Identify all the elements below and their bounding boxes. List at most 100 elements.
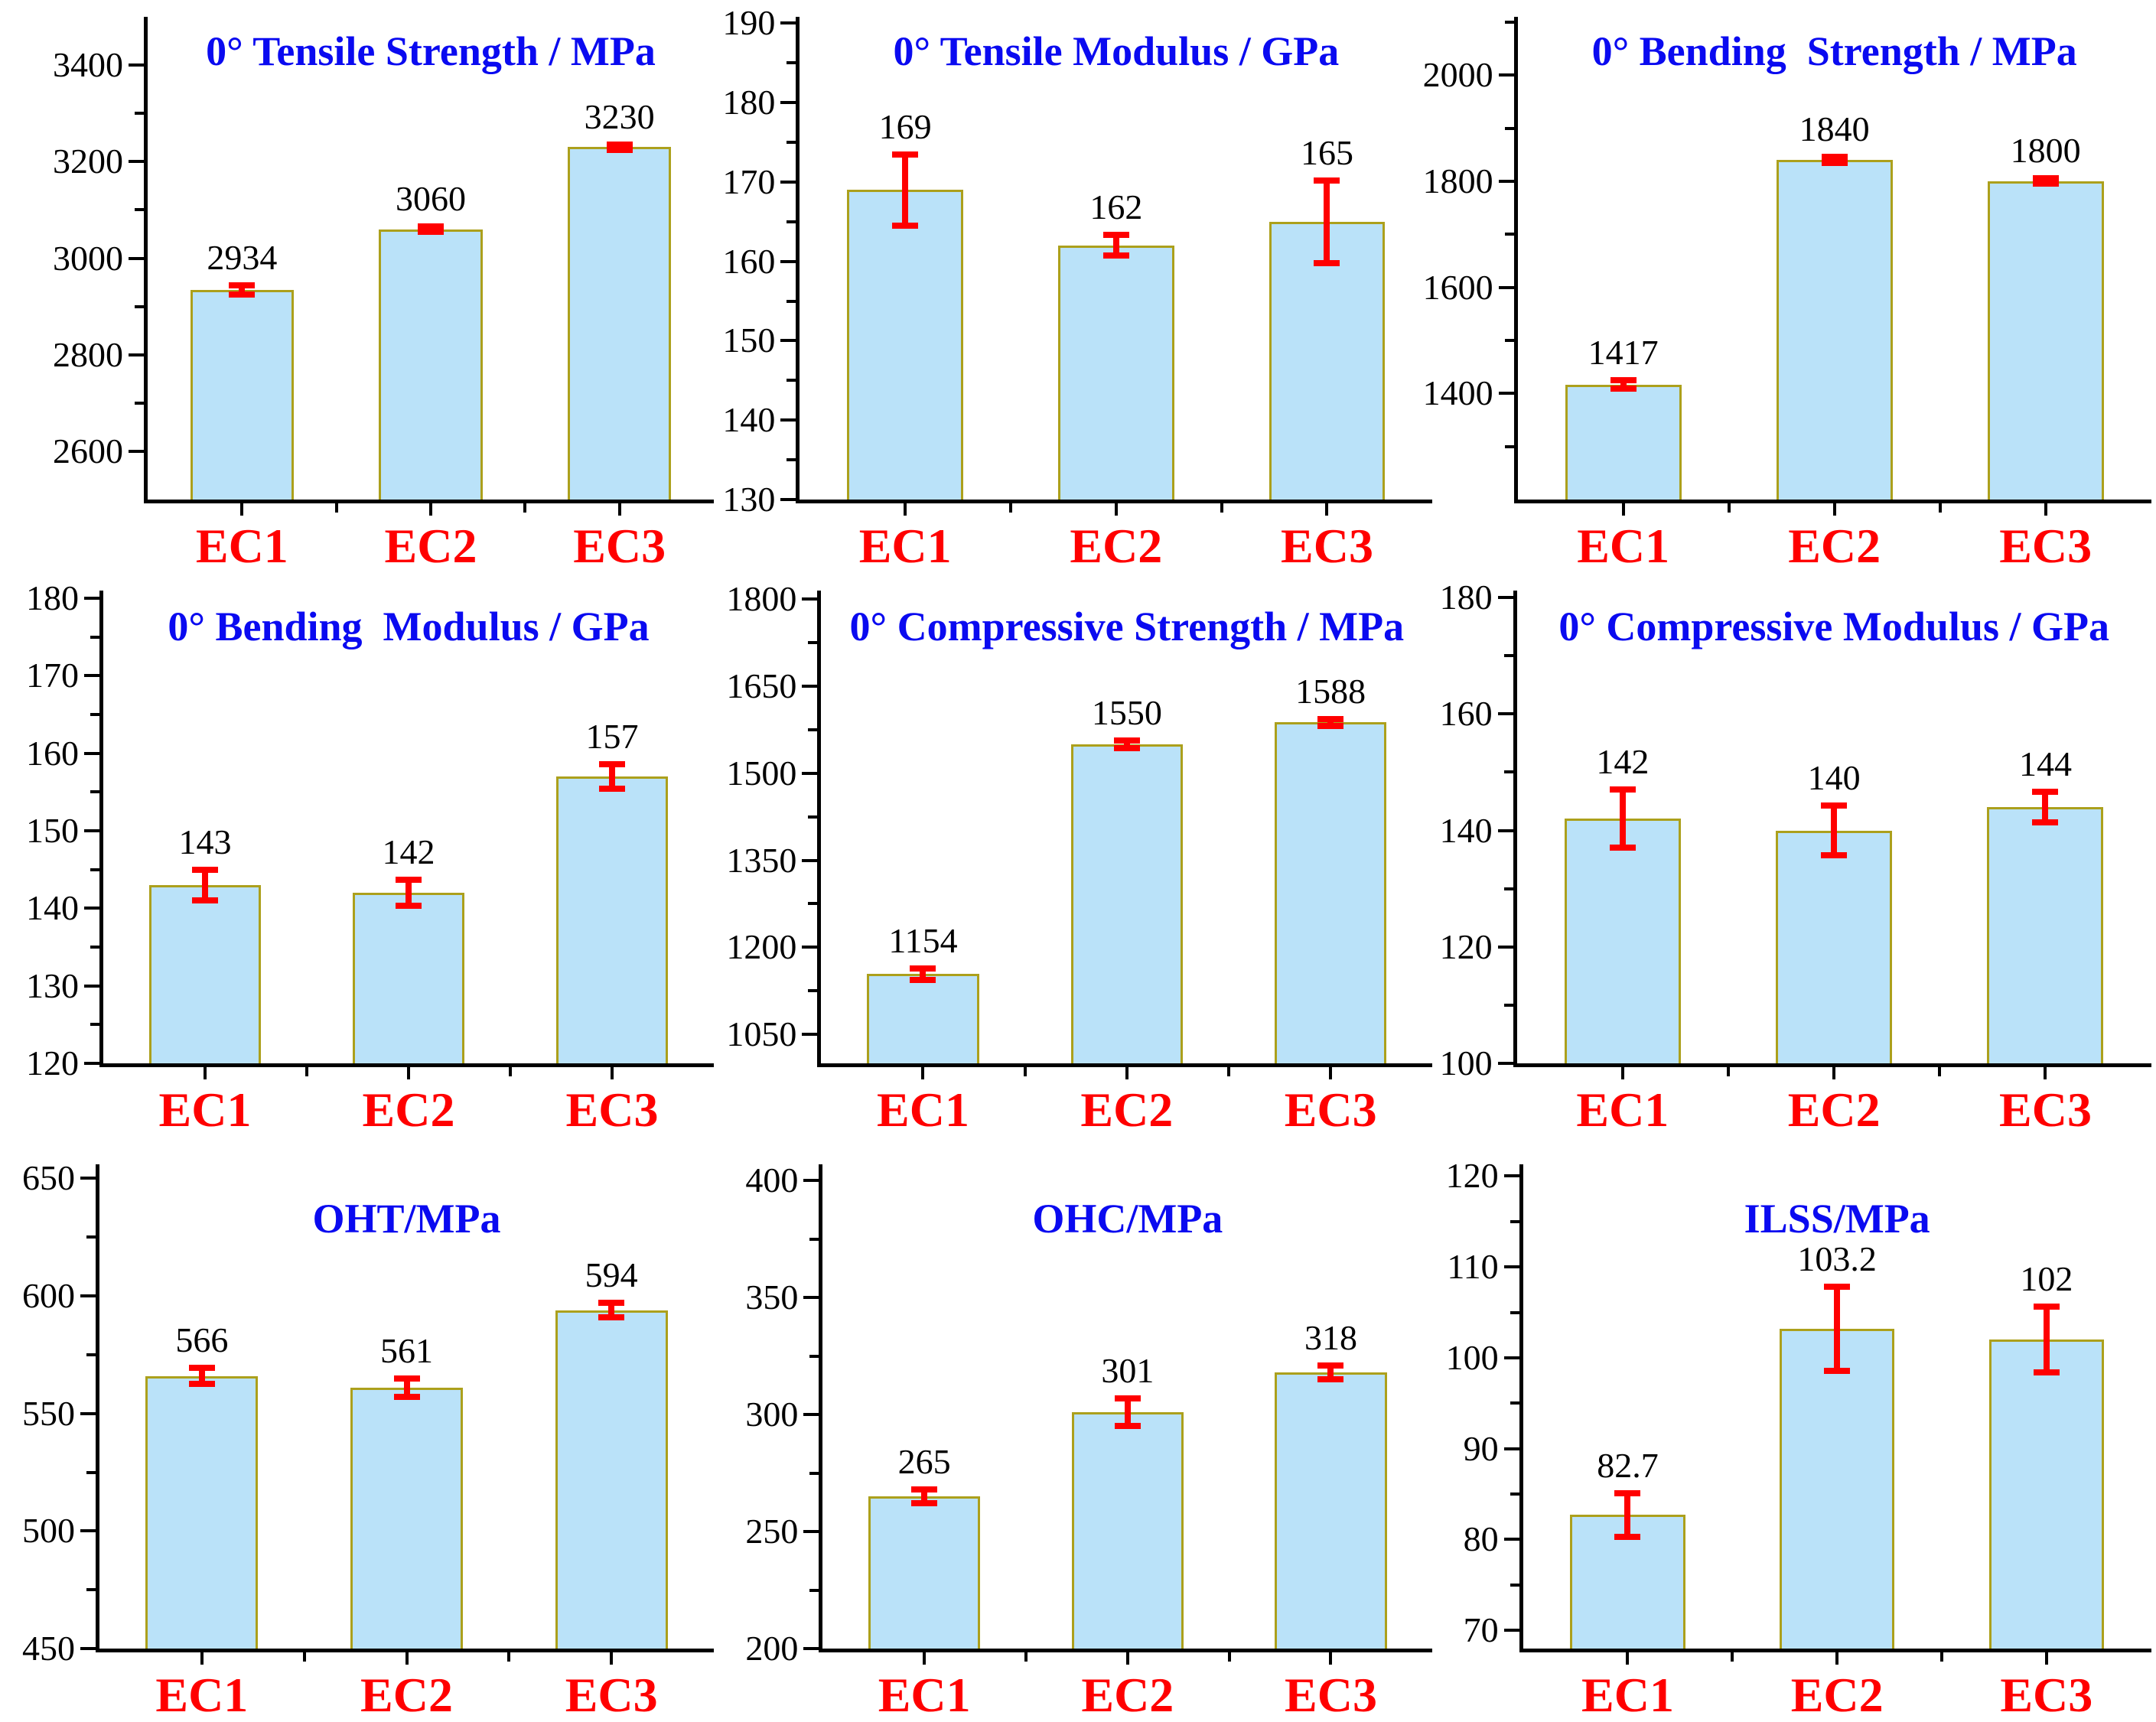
error-bar-whisker [1112, 235, 1119, 256]
category-label: EC1 [858, 519, 952, 573]
bar [1565, 384, 1682, 500]
error-bar-whisker [608, 1303, 615, 1317]
y-major-tick [780, 418, 796, 422]
y-tick-label: 120 [1439, 926, 1493, 966]
chart-plot: 2600 2800 3000 3200 3400 2934 EC1 3060 EC2 3230 EC… [53, 17, 714, 572]
y-major-tick [80, 1529, 96, 1533]
error-bar-whisker [1327, 718, 1334, 726]
chart-plot: 70 80 90 100 110 120 82.7 EC1 103.2 EC2 102 EC3 ILSS… [1446, 1156, 2151, 1721]
category-label: EC3 [565, 1668, 658, 1722]
y-axis-line [796, 17, 800, 503]
error-bar-cap-top [1102, 232, 1129, 239]
y-major-tick [1497, 945, 1513, 949]
y-major-tick [129, 160, 144, 164]
y-tick-label: 80 [1463, 1519, 1499, 1559]
bar [555, 1310, 668, 1649]
bar [1776, 160, 1893, 500]
error-bar-whisker [1831, 805, 1838, 856]
x-major-tick [1835, 1652, 1839, 1665]
chart-cell-tensile-strength: 2600 2800 3000 3200 3400 2934 EC1 3060 EC2 3230 EC… [0, 0, 718, 574]
error-bar-cap-top [393, 1375, 420, 1382]
error-bar-whisker [2042, 792, 2049, 822]
chart-title: 0° Tensile Strength / MPa [206, 28, 656, 74]
x-major-tick [617, 503, 621, 516]
y-major-tick [1503, 1629, 1519, 1632]
error-bar-cap-bottom [598, 1313, 625, 1320]
y-minor-tick [90, 713, 99, 717]
chart-cell-ilss: 70 80 90 100 110 120 82.7 EC1 103.2 EC2 102 EC3 ILSS… [1438, 1147, 2156, 1722]
y-major-tick [1503, 1356, 1519, 1359]
value-label: 3060 [396, 178, 466, 218]
y-major-tick [1503, 1447, 1519, 1450]
value-label: 318 [1304, 1317, 1357, 1357]
x-axis-line [99, 1063, 714, 1067]
y-tick-label: 300 [745, 1395, 799, 1434]
error-bar-cap-top [598, 1300, 625, 1307]
y-tick-label: 500 [22, 1511, 75, 1551]
x-axis-line [796, 500, 1433, 503]
x-major-tick [1125, 1067, 1128, 1079]
error-bar-cap-top [1317, 1362, 1344, 1369]
x-minor-tick [1008, 503, 1012, 513]
y-major-tick [84, 751, 99, 755]
x-minor-tick [302, 1652, 306, 1662]
error-bar-whisker [1324, 180, 1330, 263]
y-major-tick [802, 946, 818, 949]
y-minor-tick [90, 1023, 99, 1027]
error-bar-cap-bottom [2033, 1369, 2060, 1375]
category-label: EC2 [384, 519, 477, 573]
x-minor-tick [1938, 503, 1942, 513]
bar [352, 893, 465, 1063]
value-label: 140 [1807, 757, 1861, 797]
error-bar-cap-top [229, 282, 256, 288]
y-tick-label: 250 [745, 1512, 799, 1551]
value-label: 594 [585, 1255, 638, 1295]
y-tick-label: 600 [22, 1276, 75, 1316]
y-tick-label: 170 [722, 161, 776, 201]
error-bar-cap-bottom [396, 903, 422, 910]
error-bar-whisker [609, 763, 615, 789]
error-bar-cap-top [1821, 802, 1848, 809]
x-axis-line [819, 1649, 1433, 1652]
chart-title: OHT/MPa [312, 1196, 501, 1242]
y-minor-tick [1504, 338, 1514, 342]
x-minor-tick [1227, 1652, 1231, 1662]
chart-plot: 450 500 550 600 650 566 EC1 561 EC2 594 EC3 OHT/MPa [22, 1158, 714, 1721]
y-tick-label: 200 [745, 1629, 799, 1668]
x-minor-tick [1023, 1067, 1027, 1076]
y-tick-label: 150 [722, 321, 776, 360]
error-bar-cap-top [2033, 1304, 2060, 1310]
value-label: 144 [2018, 744, 2072, 784]
chart-cell-compressive-modulus: 100 120 140 160 180 142 EC1 140 EC2 144 EC3 0° Comp… [1438, 574, 2156, 1147]
y-minor-tick [1503, 654, 1513, 658]
error-bar-cap-bottom [892, 222, 919, 229]
error-bar-cap-bottom [2032, 181, 2059, 187]
x-major-tick [2044, 1652, 2048, 1665]
x-minor-tick [523, 503, 527, 513]
y-tick-label: 90 [1463, 1428, 1499, 1468]
category-label: EC1 [1576, 1082, 1669, 1137]
y-minor-tick [1504, 20, 1514, 24]
error-bar-whisker [198, 1367, 205, 1385]
y-major-tick [803, 1296, 819, 1300]
error-bar-cap-top [192, 866, 218, 873]
category-label: EC2 [360, 1668, 453, 1722]
x-major-tick [921, 1067, 925, 1079]
y-minor-tick [1503, 770, 1513, 774]
x-axis-line [1513, 1063, 2151, 1067]
error-bar-cap-top [1821, 154, 1848, 161]
x-minor-tick [507, 1652, 511, 1662]
bar [190, 290, 295, 500]
error-bar-whisker [1624, 1493, 1631, 1537]
y-major-tick [803, 1413, 819, 1417]
y-major-tick [780, 21, 796, 25]
value-label: 82.7 [1597, 1445, 1659, 1485]
error-bar-cap-bottom [188, 1381, 215, 1388]
error-bar-whisker [902, 154, 909, 226]
bar [1987, 181, 2104, 500]
error-bar-cap-bottom [1824, 1367, 1851, 1374]
y-tick-label: 450 [22, 1629, 75, 1668]
chart-title: 0° Bending Strength / MPa [1591, 28, 2077, 74]
y-minor-tick [809, 1588, 819, 1592]
category-label: EC2 [1070, 519, 1163, 573]
